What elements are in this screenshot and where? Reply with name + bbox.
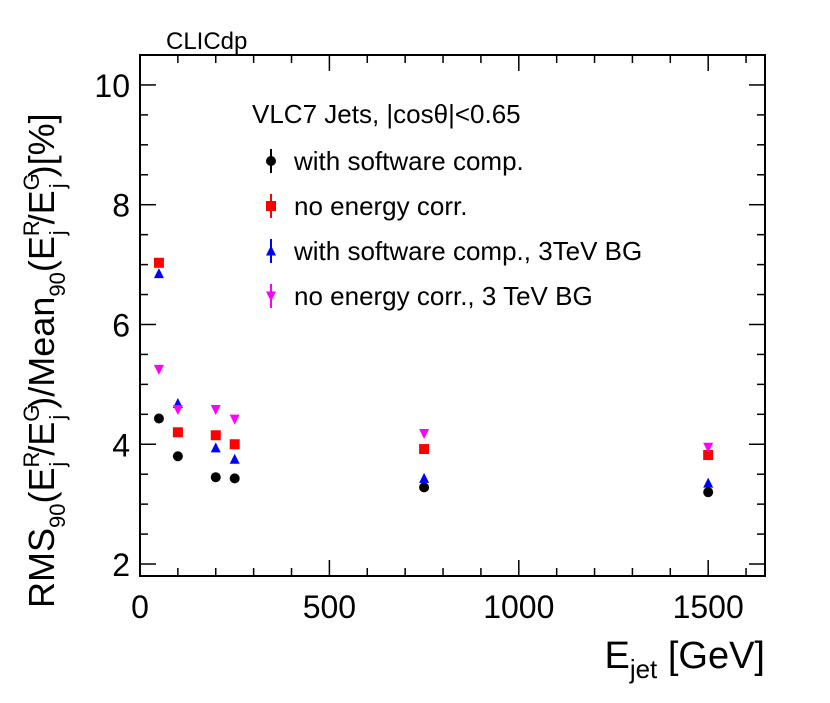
y-label-part: /E: [21, 190, 62, 224]
data-point: [229, 453, 240, 464]
y-label-sup: R: [19, 452, 44, 468]
y-tick-label: 2: [112, 547, 130, 583]
x-label-sub: jet: [629, 654, 658, 684]
x-tick-label: 500: [303, 589, 356, 625]
legend-title: VLC7 Jets, |cosθ|<0.65: [252, 99, 521, 129]
data-point: [210, 430, 221, 441]
y-label-sup: G: [19, 173, 44, 190]
y-label-sup: G: [19, 405, 44, 422]
x-tick-label: 0: [131, 589, 149, 625]
data-point: [210, 442, 221, 453]
y-tick-label: 10: [94, 68, 130, 104]
x-tick-label: 1500: [673, 589, 744, 625]
data-point: [419, 482, 430, 493]
data-point: [419, 428, 430, 439]
y-tick-label: 4: [112, 427, 130, 463]
data-point: [172, 427, 183, 438]
data-point: [703, 487, 714, 498]
data-point: [703, 477, 714, 488]
y-label-sub: j: [45, 462, 70, 468]
svg-text:RMS90(ERj/EGj)/Mean90(ERj/EGj): RMS90(ERj/EGj)/Mean90(ERj/EGj)[%]: [19, 113, 70, 608]
x-label-unit: [GeV]: [657, 635, 765, 677]
y-label-part: (E: [21, 236, 62, 272]
clicdp-label: CLICdp: [166, 28, 247, 55]
data-point: [229, 414, 240, 425]
x-axis-label: Ejet [GeV]: [604, 635, 765, 684]
legend-entry: with software comp., 3TeV BG: [293, 236, 642, 266]
y-label-part: /E: [21, 422, 62, 456]
y-axis-label: RMS90(ERj/EGj)/Mean90(ERj/EGj)[%]: [19, 113, 70, 608]
data-point: [229, 439, 240, 450]
data-point: [153, 413, 164, 424]
legend-marker: [266, 156, 276, 166]
data-point: [210, 405, 221, 416]
y-label-sup: R: [19, 220, 44, 236]
y-tick-label: 8: [112, 188, 130, 224]
data-point: [703, 450, 714, 461]
x-tick-label: 1000: [483, 589, 554, 625]
y-label-part: )/Mean: [21, 297, 62, 409]
y-label-part: RMS: [21, 528, 62, 608]
legend-entry: no energy corr.: [294, 191, 467, 221]
legend-marker: [266, 291, 276, 302]
data-point: [172, 451, 183, 462]
y-label-sub: j: [45, 230, 70, 236]
y-label-part: (E: [21, 468, 62, 504]
axis-ticks: 0 500 1000 1500 2 4 6 8 10: [94, 55, 765, 625]
data-point: [210, 472, 221, 483]
data-point: [153, 268, 164, 279]
legend-entry: no energy corr., 3 TeV BG: [294, 281, 593, 311]
legend-marker: [266, 245, 276, 256]
legend: with software comp. no energy corr. with s…: [266, 146, 642, 311]
x-label-main: E: [604, 635, 629, 677]
data-point: [172, 405, 183, 416]
data-point: [153, 364, 164, 375]
y-tick-label: 6: [112, 307, 130, 343]
y-label-part: )[%]: [21, 113, 62, 177]
plot-frame: [139, 54, 766, 577]
y-label-sub: 90: [45, 272, 70, 296]
y-label-sub: j: [45, 183, 70, 189]
data-point: [419, 444, 430, 455]
data-points: [153, 257, 714, 498]
data-point: [153, 257, 164, 268]
legend-entry: with software comp.: [293, 146, 524, 176]
data-point: [419, 472, 430, 483]
y-label-sub: j: [45, 415, 70, 421]
data-point: [703, 442, 714, 453]
y-label-sub: 90: [45, 504, 70, 528]
data-point: [229, 473, 240, 484]
legend-marker: [266, 201, 276, 211]
